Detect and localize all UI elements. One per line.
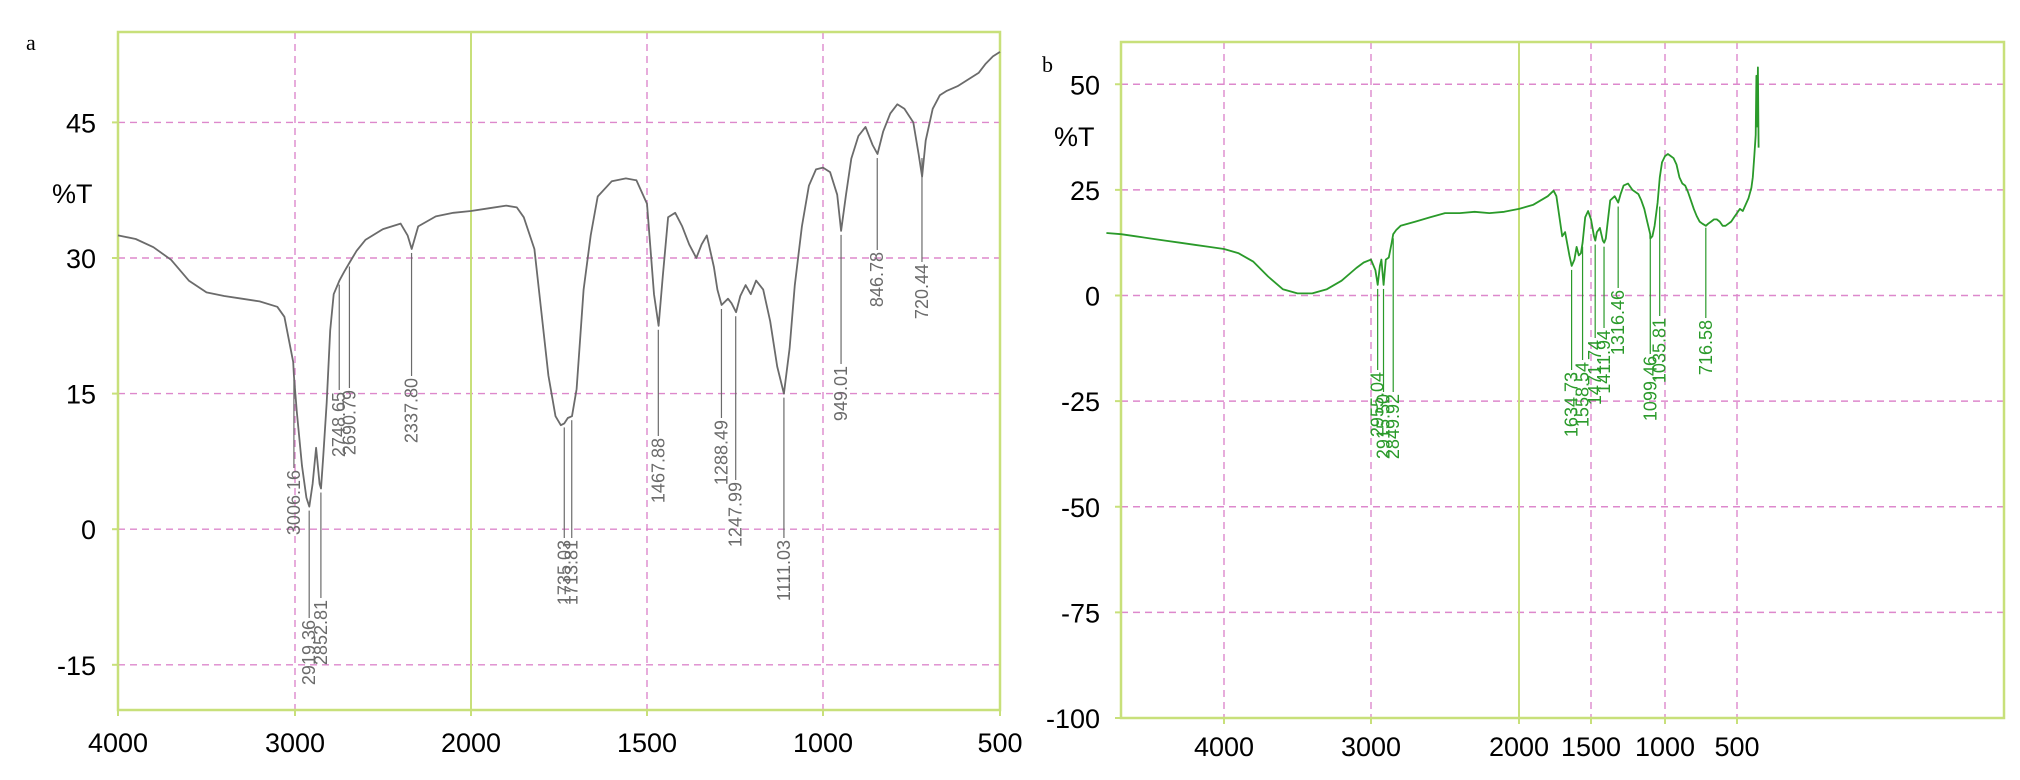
peak-label: 2955.04 — [1368, 372, 1388, 437]
y-tick-label: -75 — [1061, 598, 1100, 628]
y-tick-label: 25 — [1070, 176, 1100, 206]
peak-label: 1735.03 — [554, 540, 574, 605]
peak-label: 2919.36 — [299, 620, 319, 685]
peak-annotation: 1735.03 — [554, 427, 574, 605]
peak-annotation: 1247.99 — [726, 316, 746, 547]
x-tick-label: 2000 — [1489, 732, 1549, 762]
peak-label: 1247.99 — [726, 482, 746, 547]
plot-frame — [116, 30, 1002, 712]
y-tick-label: -50 — [1061, 493, 1100, 523]
peak-label: 846.78 — [867, 252, 887, 307]
peak-label: 1111.03 — [774, 540, 794, 601]
x-tick-label: 2000 — [441, 728, 501, 758]
panel-a-frame — [112, 30, 1002, 716]
peak-annotation: 1035.81 — [1650, 206, 1670, 383]
peak-label: 2915.50 — [1374, 394, 1394, 459]
panel-b-frame — [1115, 40, 2006, 724]
plot-frame — [1119, 40, 2006, 720]
peak-label: 1411.94 — [1594, 330, 1614, 394]
peak-label: 2852.81 — [311, 600, 331, 665]
peak-label: 2690.79 — [339, 390, 359, 455]
x-tick-label: 1000 — [793, 728, 853, 758]
peak-annotation: 1111.03 — [774, 397, 794, 601]
peak-annotation: 2337.80 — [402, 252, 422, 443]
panel-a-letter: a — [26, 30, 36, 55]
y-tick-label: -15 — [57, 651, 96, 681]
peak-annotation: 3006.16 — [284, 379, 304, 535]
y-tick-label: 15 — [66, 380, 96, 410]
peak-label: 1558.54 — [1573, 362, 1593, 427]
peak-label: 2337.80 — [402, 378, 422, 443]
peak-annotation: 1558.54 — [1573, 246, 1593, 427]
peak-annotation: 2690.79 — [339, 266, 359, 455]
y-tick-label: 45 — [66, 108, 96, 138]
panel-b-tick-labels: 50 25 0 -25 -50 -75 -100 4000 3000 2000 1500 1000 50… — [1046, 70, 1760, 762]
x-tick-label: 1500 — [617, 728, 677, 758]
panel-b-letter: b — [1042, 52, 1053, 77]
x-tick-label: 3000 — [1341, 732, 1401, 762]
y-tick-label: 0 — [81, 515, 96, 545]
x-tick-label: 4000 — [1194, 732, 1254, 762]
panel-b-y-axis-label: %T — [1054, 122, 1095, 152]
peak-annotation: 2919.36 — [299, 510, 319, 685]
y-tick-label: 0 — [1085, 282, 1100, 312]
spectrum-line-a — [117, 51, 1001, 508]
peak-annotation: 1467.88 — [648, 329, 668, 503]
peak-label: 1099.46 — [1640, 356, 1660, 421]
peak-label: 716.58 — [1696, 320, 1716, 375]
peak-annotation: 846.78 — [867, 158, 887, 307]
peak-annotation: 1288.49 — [711, 309, 731, 485]
peak-annotation: 716.58 — [1696, 227, 1716, 375]
peak-label: 1471.74 — [1585, 340, 1605, 405]
y-tick-label: -25 — [1061, 387, 1100, 417]
peak-annotation: 2915.50 — [1374, 288, 1394, 459]
peak-annotation: 1411.94 — [1594, 246, 1614, 394]
peak-label: 1316.46 — [1608, 290, 1628, 355]
peak-label: 2849.92 — [1383, 394, 1403, 459]
x-tick-label: 500 — [977, 728, 1022, 758]
peak-label: 2748.65 — [329, 392, 349, 457]
panel-a-chart: a 45 30 15 0 -15 4000 3000 2000 1500 1000 500 %T 3… — [26, 30, 1023, 758]
x-tick-label: 3000 — [265, 728, 325, 758]
peak-annotation: 1316.46 — [1608, 206, 1628, 355]
peak-label: 1467.88 — [648, 438, 668, 503]
peak-annotation: 1713.81 — [562, 420, 582, 605]
peak-annotation: 2852.81 — [311, 492, 331, 665]
peak-label: 1634.73 — [1562, 372, 1582, 437]
peak-label: 3006.16 — [284, 470, 304, 535]
peak-label: 1713.81 — [562, 540, 582, 605]
panel-a-series — [117, 51, 1001, 508]
peak-label: 1288.49 — [711, 420, 731, 485]
panel-b-chart: b 50 25 0 -25 -50 -75 -100 4000 3000 2000 1500 1000… — [1042, 40, 2006, 762]
x-tick-label: 4000 — [88, 728, 148, 758]
panel-a-grid — [118, 32, 1000, 710]
panel-a-tick-labels: 45 30 15 0 -15 4000 3000 2000 1500 1000 500 — [57, 108, 1023, 758]
x-tick-label: 1500 — [1561, 732, 1621, 762]
peak-annotation: 1634.73 — [1562, 269, 1582, 437]
peak-annotation: 2748.65 — [329, 284, 349, 457]
peak-annotation: 2849.92 — [1383, 238, 1403, 459]
peak-annotation: 720.44 — [912, 158, 932, 319]
peak-label: 949.01 — [831, 366, 851, 421]
y-tick-label: -100 — [1046, 704, 1100, 734]
y-tick-label: 50 — [1070, 70, 1100, 100]
peak-annotation: 2955.04 — [1368, 288, 1388, 437]
panel-a-y-axis-label: %T — [52, 179, 93, 209]
peak-label: 1035.81 — [1650, 318, 1670, 383]
peak-annotation: 1099.46 — [1640, 238, 1660, 421]
peak-annotation: 949.01 — [831, 234, 851, 421]
y-tick-label: 30 — [66, 244, 96, 274]
x-tick-label: 1000 — [1635, 732, 1695, 762]
x-tick-label: 500 — [1714, 732, 1759, 762]
peak-label: 720.44 — [912, 264, 932, 319]
panel-b-series — [1106, 66, 1760, 295]
peak-annotation: 1471.74 — [1585, 244, 1605, 405]
spectrum-line-b — [1106, 66, 1760, 295]
